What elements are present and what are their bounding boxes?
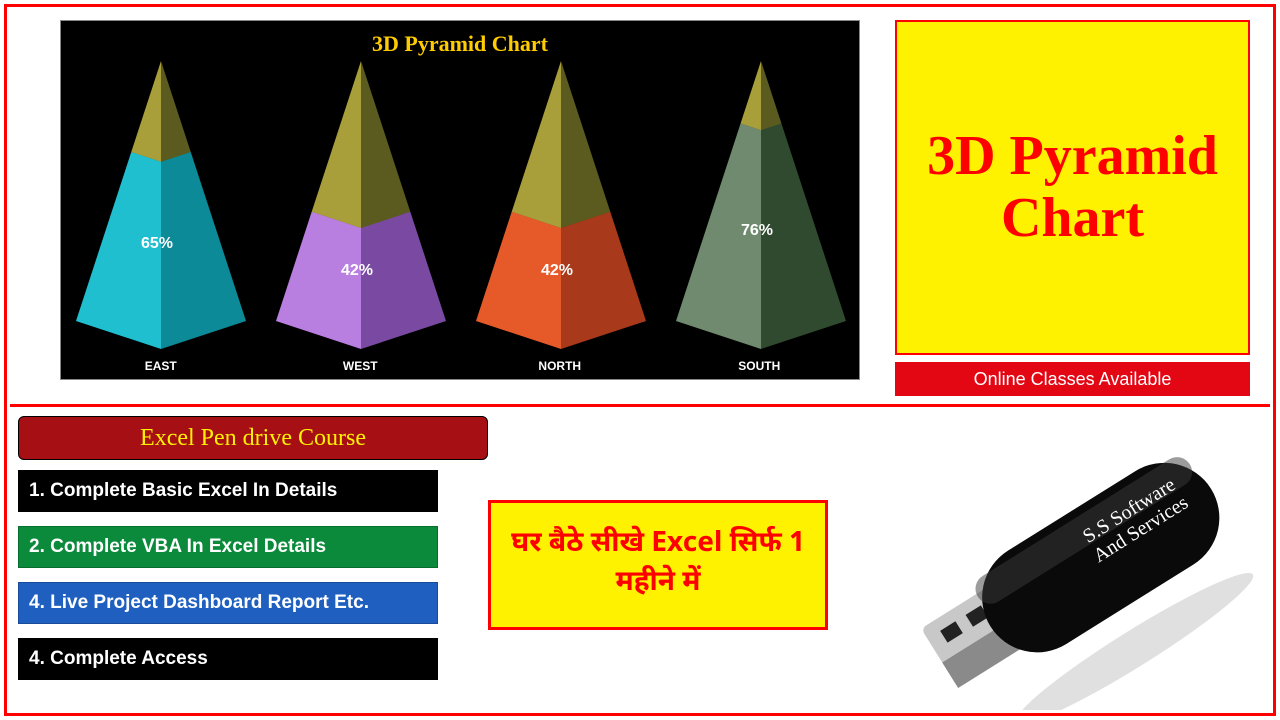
course-header: Excel Pen drive Course [18,416,488,460]
pendrive-graphic: S.S Software And Services [880,420,1260,710]
pyramid-north [476,61,646,349]
title-card-line2: Chart [1001,188,1144,250]
mid-divider [10,404,1270,407]
chart-x-label: SOUTH [660,359,860,373]
course-list: 1. Complete Basic Excel In Details 2. Com… [18,470,438,694]
online-classes-bar: Online Classes Available [895,362,1250,396]
course-header-text: Excel Pen drive Course [140,425,366,452]
pyramid-value-label: 42% [541,262,573,280]
course-item: 1. Complete Basic Excel In Details [18,470,438,512]
pyramid-value-label: 76% [741,222,773,240]
pyramid-west [276,61,446,349]
pyramid-east [76,61,246,349]
hindi-promo-box: घर बैठे सीखे Excel सिर्फ 1 महीने में [488,500,828,630]
course-item: 4. Complete Access [18,638,438,680]
online-classes-text: Online Classes Available [974,369,1172,390]
chart-x-label: NORTH [460,359,660,373]
pyramid-south [676,61,846,349]
chart-x-labels: EASTWESTNORTHSOUTH [61,359,859,373]
course-item: 2. Complete VBA In Excel Details [18,526,438,568]
pyramid-chart-panel: 3D Pyramid Chart 65% 42% 42% 76% EASTWESTNO… [60,20,860,380]
pyramid-value-label: 65% [141,235,173,253]
chart-plot-area: 65% 42% 42% 76% [61,61,859,349]
chart-x-label: WEST [261,359,461,373]
chart-title: 3D Pyramid Chart [61,21,859,57]
course-item: 4. Live Project Dashboard Report Etc. [18,582,438,624]
chart-x-label: EAST [61,359,261,373]
pyramid-value-label: 42% [341,262,373,280]
hindi-promo-text: घर बैठे सीखे Excel सिर्फ 1 महीने में [499,526,817,604]
title-card-line1: 3D Pyramid [927,126,1218,188]
title-card: 3D Pyramid Chart [895,20,1250,355]
